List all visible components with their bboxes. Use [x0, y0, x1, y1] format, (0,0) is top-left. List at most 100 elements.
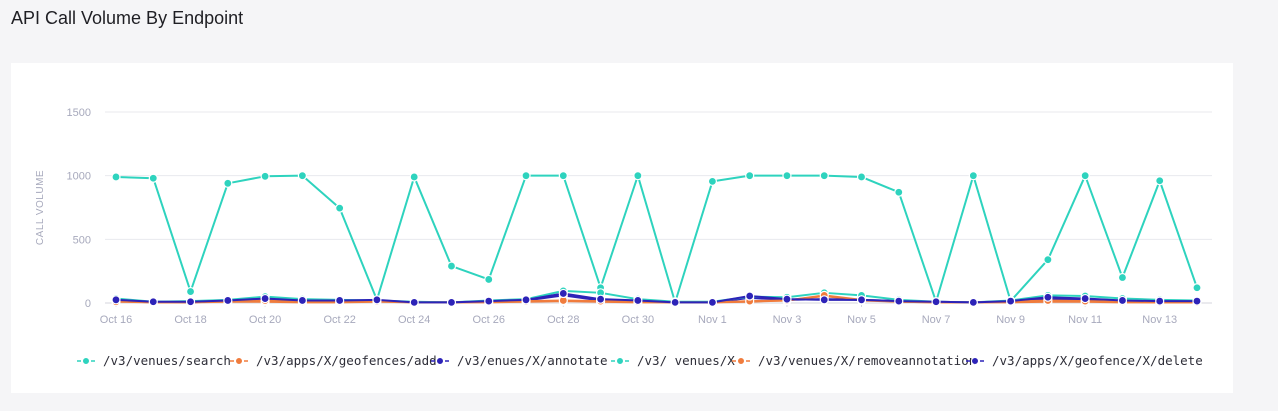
x-tick-label: Oct 16: [100, 314, 132, 326]
data-point[interactable]: [968, 171, 978, 181]
data-point[interactable]: [1080, 293, 1090, 304]
x-tick-label: Nov 3: [773, 314, 802, 326]
data-point[interactable]: [372, 295, 382, 305]
legend-swatch-marker: [737, 357, 745, 365]
data-point[interactable]: [856, 295, 867, 305]
data-point[interactable]: [1192, 283, 1202, 293]
legend-item[interactable]: /v3/enues/X/annotate: [431, 353, 608, 368]
data-point[interactable]: [1117, 295, 1128, 306]
legend-item[interactable]: /v3/apps/X/geofence/X/delete: [966, 353, 1203, 368]
legend-item[interactable]: /v3/ venues/X: [611, 353, 735, 368]
x-tick-label: Oct 30: [622, 314, 654, 326]
x-tick-label: Nov 5: [847, 314, 876, 326]
data-point[interactable]: [297, 295, 307, 306]
data-point[interactable]: [446, 261, 457, 271]
grid-lines: [105, 111, 1212, 304]
series-group: [111, 171, 1202, 307]
data-point[interactable]: [856, 172, 867, 182]
data-point[interactable]: [111, 295, 121, 305]
data-point[interactable]: [1080, 171, 1090, 181]
data-point[interactable]: [484, 296, 494, 306]
data-point[interactable]: [745, 291, 755, 301]
legend-label: /v3/enues/X/annotate: [457, 353, 608, 368]
x-tick-label: Nov 9: [996, 314, 1025, 326]
data-point[interactable]: [1192, 296, 1202, 306]
legend-item[interactable]: /v3/apps/X/geofences/add: [230, 353, 437, 368]
legend-label: /v3/ venues/X: [637, 353, 735, 368]
y-tick-label: 500: [73, 234, 91, 246]
x-tick-label: Oct 26: [473, 314, 505, 326]
data-point[interactable]: [223, 295, 233, 306]
data-point[interactable]: [1155, 296, 1165, 306]
legend: /v3/venues/search/v3/apps/X/geofences/ad…: [77, 353, 1203, 368]
legend-label: /v3/apps/X/geofences/add: [256, 353, 437, 368]
legend-swatch-marker: [235, 357, 243, 365]
data-point[interactable]: [707, 297, 718, 307]
data-point[interactable]: [185, 286, 196, 297]
legend-swatch-marker: [616, 357, 624, 365]
data-point[interactable]: [931, 297, 941, 307]
legend-label: /v3/venues/X/removeannotation: [758, 353, 976, 368]
data-point[interactable]: [595, 294, 606, 304]
x-tick-label: Oct 28: [547, 314, 579, 326]
data-point[interactable]: [782, 171, 792, 181]
data-point[interactable]: [1043, 292, 1053, 302]
data-point[interactable]: [111, 172, 121, 182]
data-point[interactable]: [633, 171, 643, 181]
data-point[interactable]: [335, 295, 345, 306]
data-point[interactable]: [409, 172, 419, 182]
data-point[interactable]: [1117, 272, 1128, 283]
data-point[interactable]: [558, 171, 568, 181]
data-point[interactable]: [707, 176, 718, 186]
x-tick-label: Nov 13: [1142, 314, 1177, 326]
x-tick-label: Nov 7: [922, 314, 951, 326]
data-point[interactable]: [1155, 176, 1165, 186]
series-line: [115, 292, 1197, 304]
data-point[interactable]: [819, 171, 829, 181]
data-point[interactable]: [446, 297, 457, 307]
data-point[interactable]: [558, 288, 568, 299]
y-tick-label: 1500: [67, 107, 91, 119]
data-point[interactable]: [185, 297, 196, 307]
data-point[interactable]: [745, 171, 755, 181]
data-point[interactable]: [260, 171, 270, 181]
data-point[interactable]: [484, 274, 494, 285]
data-point[interactable]: [819, 295, 829, 305]
data-point[interactable]: [223, 178, 233, 188]
x-tick-label: Nov 1: [698, 314, 727, 326]
legend-swatch-marker: [436, 357, 444, 365]
data-point[interactable]: [521, 171, 531, 181]
x-tick-label: Oct 24: [398, 314, 430, 326]
data-point[interactable]: [633, 295, 643, 306]
y-axis-title: CALL VOLUME: [35, 170, 46, 245]
data-point[interactable]: [148, 297, 158, 307]
x-tick-label: Oct 22: [323, 314, 355, 326]
data-point[interactable]: [1043, 255, 1053, 265]
data-point[interactable]: [335, 203, 345, 213]
legend-item[interactable]: /v3/venues/X/removeannotation: [732, 353, 976, 368]
data-point[interactable]: [968, 297, 978, 307]
series-6: [111, 288, 1202, 307]
data-point[interactable]: [409, 297, 419, 307]
x-axis-ticks: Oct 16 Oct 18 Oct 20 Oct 22 Oct 24 Oct 26 Oct …: [100, 303, 1177, 326]
data-point[interactable]: [297, 171, 307, 181]
x-tick-label: Oct 20: [249, 314, 281, 326]
y-tick-label: 1000: [67, 171, 91, 183]
data-point[interactable]: [148, 173, 158, 183]
page-title: API Call Volume By Endpoint: [11, 8, 244, 28]
legend-swatch-marker: [971, 357, 979, 365]
data-point[interactable]: [260, 293, 270, 304]
y-tick-label: 0: [85, 298, 91, 310]
x-tick-label: Oct 18: [174, 314, 206, 326]
y-axis-ticks: 0 500 1000 1500: [67, 107, 91, 310]
legend-item[interactable]: /v3/venues/search: [77, 353, 231, 368]
data-point[interactable]: [521, 295, 531, 305]
data-point[interactable]: [894, 296, 904, 306]
legend-swatch-marker: [82, 357, 90, 365]
series-line: [115, 174, 1198, 304]
data-point[interactable]: [670, 297, 680, 307]
data-point[interactable]: [894, 187, 904, 197]
data-point[interactable]: [782, 294, 792, 304]
data-point[interactable]: [1006, 296, 1016, 306]
